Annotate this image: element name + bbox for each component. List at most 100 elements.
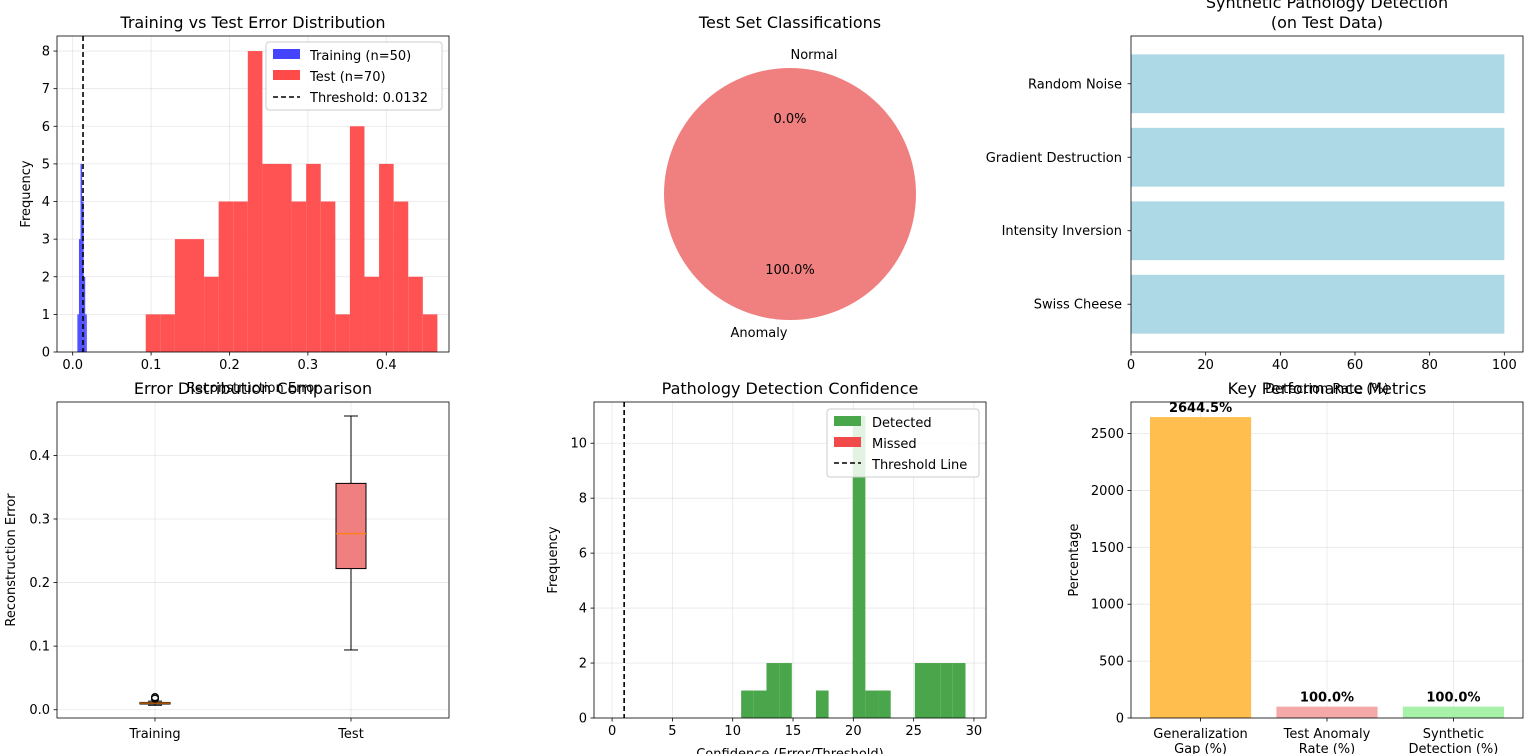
box-training	[139, 693, 171, 706]
histogram-bar	[145, 314, 161, 352]
x-tick-label: 10	[724, 724, 741, 739]
histogram-bar	[393, 201, 409, 352]
histogram-bar	[262, 163, 277, 352]
y-tick-label: 2500	[1091, 427, 1124, 442]
chart-subtitle: (on Test Data)	[1271, 13, 1383, 32]
x-tick-label-line1: Test Anomaly	[1283, 727, 1371, 742]
x-tick-label: 60	[1347, 358, 1364, 373]
histogram-bar	[80, 163, 83, 352]
x-axis-label: Reconstruction Error	[186, 381, 320, 396]
outlier-point	[151, 693, 159, 702]
confidence-bar	[779, 663, 792, 718]
legend-label-detected: Detected	[872, 416, 932, 431]
pie-label-anomaly: Anomaly	[730, 326, 787, 341]
confidence-bar	[952, 663, 966, 718]
y-axis-label: Percentage	[1067, 523, 1082, 596]
y-tick-label: 6	[42, 120, 50, 135]
chart-title: Key Performance Metrics	[1228, 379, 1427, 398]
y-tick-label: 0.0	[29, 703, 50, 718]
legend-swatch-test	[273, 70, 300, 80]
x-tick-label-line2: Gap (%)	[1174, 742, 1227, 754]
chart-title: Pathology Detection Confidence	[662, 379, 919, 398]
y-axis-label: Reconstruction Error	[4, 493, 19, 627]
category-label: Random Noise	[1028, 77, 1122, 92]
x-tick-label: 0.1	[141, 358, 162, 373]
panel-key-metrics: 0 500 1000 1500 2000 2500 2644.5% Generalizatio…	[1067, 379, 1524, 754]
box-iqr	[335, 482, 367, 570]
confidence-bar	[927, 663, 941, 718]
panel-error-boxplot: 0.0 0.1 0.2 0.3 0.4 Training Test Error Distrib…	[4, 379, 450, 742]
histogram-bar	[349, 126, 365, 353]
histogram-bar	[422, 314, 438, 352]
histogram-bar	[320, 201, 336, 352]
confidence-bar	[815, 690, 829, 718]
chart-title: Error Distribution Comparison	[134, 379, 372, 398]
panel-error-histogram: 0.0 0.1 0.2 0.3 0.4 0 1 2 3 4 5 6 7 8 Training vs Test…	[19, 13, 450, 396]
histogram-bar	[218, 201, 234, 352]
y-tick-label: 2000	[1091, 484, 1124, 499]
histogram-bar	[77, 314, 79, 352]
y-tick-label: 1000	[1091, 598, 1124, 613]
metric-bar	[1402, 706, 1505, 718]
chart-title: Test Set Classifications	[698, 13, 881, 32]
histogram-bar	[276, 163, 292, 352]
confidence-bar	[865, 690, 879, 718]
x-tick-label: 0.3	[298, 358, 319, 373]
y-tick-label: 4	[42, 195, 50, 210]
histogram-bar	[85, 314, 87, 352]
legend-label-missed: Missed	[872, 437, 917, 452]
x-tick-label: 100	[1492, 358, 1517, 373]
y-tick-label: 3	[42, 233, 50, 248]
x-tick-label: 20	[1197, 358, 1214, 373]
x-tick-label: 40	[1272, 358, 1289, 373]
legend-label-threshold: Threshold Line	[871, 458, 967, 473]
detection-bar	[1131, 54, 1505, 114]
y-tick-label: 0.2	[29, 576, 50, 591]
histogram-bar	[306, 163, 321, 352]
y-tick-label: 0	[42, 346, 50, 361]
y-tick-label: 0.1	[29, 640, 50, 655]
category-label: Swiss Cheese	[1034, 298, 1122, 313]
detection-bar	[1131, 127, 1505, 187]
confidence-bar	[753, 690, 767, 718]
y-tick-label: 5	[42, 157, 50, 172]
x-tick-label: 20	[845, 724, 862, 739]
confidence-bar	[741, 690, 754, 718]
histogram-bar	[247, 51, 263, 353]
axes-frame	[56, 35, 450, 353]
legend-label-threshold: Threshold: 0.0132	[309, 91, 428, 106]
x-tick-label-line1: Generalization	[1153, 727, 1248, 742]
x-tick-label: 0	[1127, 358, 1135, 373]
legend-frame	[826, 408, 980, 478]
histogram-bar	[204, 276, 219, 352]
category-label: Intensity Inversion	[1002, 224, 1122, 239]
metric-value-label: 100.0%	[1300, 691, 1354, 706]
x-axis-label: Confidence (Error/Threshold)	[696, 747, 884, 754]
detection-bar	[1131, 201, 1505, 261]
x-tick-label: 80	[1421, 358, 1438, 373]
y-tick-label: 8	[579, 492, 587, 507]
histogram-bar	[160, 314, 175, 352]
chart-title: Synthetic Pathology Detection	[1206, 0, 1448, 12]
confidence-bar	[914, 663, 928, 718]
axes-frame	[1130, 35, 1524, 353]
box-test	[335, 415, 367, 651]
pie-pct-anomaly: 100.0%	[765, 263, 815, 278]
y-tick-label: 500	[1099, 655, 1124, 670]
legend-swatch-training	[273, 49, 300, 59]
x-tick-label: 30	[966, 724, 983, 739]
x-tick-label: Training	[128, 727, 180, 742]
histogram-bar	[408, 276, 423, 352]
detection-bar	[1131, 274, 1505, 334]
confidence-bar	[878, 690, 891, 718]
x-axis-label: Detection Rate (%)	[1265, 382, 1389, 397]
y-tick-label: 2	[579, 657, 587, 672]
y-tick-label: 2	[42, 270, 50, 285]
x-tick-label: 0.0	[62, 358, 83, 373]
legend-label-training: Training (n=50)	[309, 49, 411, 64]
y-tick-label: 4	[579, 602, 587, 617]
legend-swatch-missed	[834, 437, 861, 447]
histogram-bar	[174, 239, 190, 352]
confidence-bar	[940, 663, 953, 718]
